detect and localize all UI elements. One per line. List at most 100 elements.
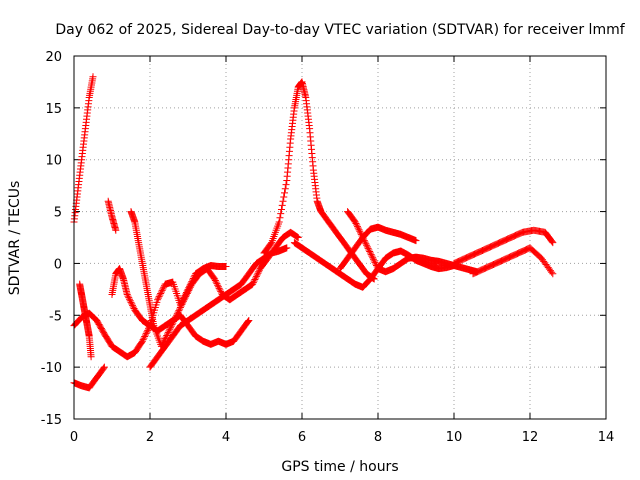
y-tick-label: -5 xyxy=(49,309,62,324)
data-point xyxy=(180,296,188,304)
data-point xyxy=(283,244,291,252)
series-sat-c xyxy=(70,363,108,392)
y-tick-label: 5 xyxy=(54,206,62,221)
data-point xyxy=(179,297,187,305)
data-point xyxy=(100,363,108,371)
plot-frame xyxy=(73,55,607,420)
data-point xyxy=(179,299,187,307)
data-point xyxy=(275,218,283,226)
data-point xyxy=(282,181,290,189)
x-tick-label: 6 xyxy=(298,430,306,445)
data-point xyxy=(138,337,146,345)
data-point xyxy=(129,303,137,311)
data-point xyxy=(367,251,375,259)
data-point xyxy=(172,313,180,321)
data-point xyxy=(159,285,167,293)
series-sat-m xyxy=(450,226,557,267)
x-tick-label: 12 xyxy=(522,430,539,445)
data-point xyxy=(163,330,171,338)
chart-title: Day 062 of 2025, Sidereal Day-to-day VTE… xyxy=(55,22,625,38)
data-point xyxy=(174,308,182,316)
data-point xyxy=(351,218,359,226)
data-point xyxy=(412,237,420,245)
data-point xyxy=(158,286,166,294)
series-sat-d xyxy=(76,280,95,361)
data-point xyxy=(363,241,371,249)
data-point xyxy=(125,294,133,302)
data-point xyxy=(128,300,136,308)
data-point xyxy=(369,254,377,262)
y-tick-label: 20 xyxy=(45,50,62,65)
series-sat-f xyxy=(108,265,253,348)
data-point xyxy=(362,240,370,248)
data-point xyxy=(154,294,162,302)
data-point xyxy=(281,185,289,193)
series-sat-e xyxy=(104,197,120,234)
data-point xyxy=(211,277,219,285)
data-point xyxy=(293,232,301,240)
data-point xyxy=(353,221,361,229)
data-point xyxy=(166,325,174,333)
data-point xyxy=(215,284,223,292)
data-point xyxy=(170,318,178,326)
x-tick-label: 8 xyxy=(374,430,382,445)
data-point xyxy=(252,272,260,280)
data-point xyxy=(216,286,224,294)
x-tick-label: 4 xyxy=(222,430,230,445)
data-point xyxy=(254,269,262,277)
data-point xyxy=(548,268,556,276)
data-point xyxy=(156,291,164,299)
data-point xyxy=(214,281,222,289)
data-point xyxy=(154,296,162,304)
data-point xyxy=(277,205,285,213)
data-point xyxy=(371,258,379,266)
data-point xyxy=(245,316,253,324)
data-point xyxy=(173,311,181,319)
data-point xyxy=(250,277,258,285)
data-point xyxy=(186,283,194,291)
data-point xyxy=(143,328,151,336)
series-sat-l xyxy=(336,223,420,273)
data-point xyxy=(164,328,172,336)
data-point xyxy=(141,333,149,341)
data-point xyxy=(253,271,261,279)
x-tick-label: 10 xyxy=(446,430,463,445)
data-point xyxy=(175,307,183,315)
data-point xyxy=(278,201,286,209)
data-markers xyxy=(70,73,557,392)
data-point xyxy=(372,260,380,268)
data-point xyxy=(162,333,170,341)
data-point xyxy=(217,287,225,295)
data-point xyxy=(277,210,285,218)
data-point xyxy=(142,329,150,337)
data-point xyxy=(167,322,175,330)
axis-ticks: 0 2 4 6 8 10 12 14 -15 -10 -5 0 5 10 15 20 xyxy=(41,50,615,445)
data-point xyxy=(125,295,133,303)
y-tick-label: 0 xyxy=(54,257,62,272)
data-point xyxy=(129,301,137,309)
data-point xyxy=(168,321,176,329)
data-point xyxy=(276,214,284,222)
data-point xyxy=(212,278,220,286)
data-point xyxy=(112,226,120,234)
data-point xyxy=(89,73,97,81)
data-point xyxy=(161,335,169,343)
data-point xyxy=(281,189,289,197)
data-point xyxy=(141,331,149,339)
data-point xyxy=(157,290,165,298)
data-point xyxy=(170,316,178,324)
series-sat-h xyxy=(146,244,291,371)
data-point xyxy=(167,324,175,332)
data-point xyxy=(280,193,288,201)
series-sat-i xyxy=(260,78,378,283)
data-point xyxy=(279,197,287,205)
data-point xyxy=(251,276,259,284)
data-point xyxy=(176,305,184,313)
data-point xyxy=(178,300,186,308)
data-point xyxy=(211,275,219,283)
data-point xyxy=(549,270,557,278)
data-point xyxy=(244,318,252,326)
series-sat-j xyxy=(290,239,458,291)
data-point xyxy=(354,224,362,232)
